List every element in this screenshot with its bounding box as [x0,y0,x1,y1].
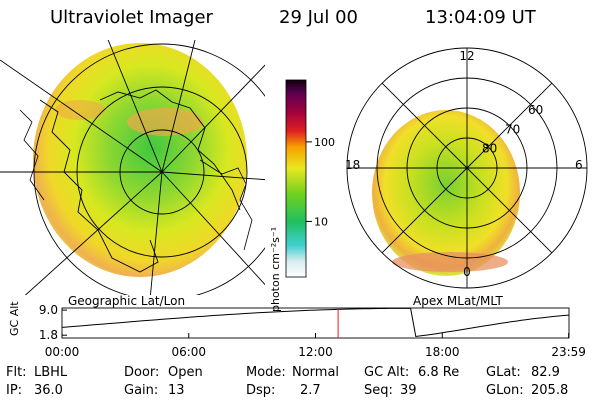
mode-value: Normal [292,365,340,380]
altitude-x-tick-label: 18:00 [425,345,460,359]
filter-value: LBHL [34,365,68,380]
glat-value: 82.9 [531,365,560,380]
meridian [150,171,163,295]
gc-alt-value: 6.8 Re [418,365,460,380]
altitude-plot: 9.0 1.8 00:00 06:00 12:00 18:00 23:59 GC Alt [8,301,586,359]
gain-value: 13 [168,383,185,398]
dsp-label: Dsp: [246,383,276,398]
mlt-meridian [466,167,553,254]
meridian [161,171,265,181]
meridian [0,59,163,173]
mlt-polar-plot: 12 18 6 0 60 70 80 [345,47,588,289]
time-label: 13:04:09 UT [425,7,536,28]
ip-value: 36.0 [34,383,63,398]
glon-value: 205.8 [531,383,569,398]
mode-label: Mode: [246,365,286,380]
meridian [161,40,196,173]
door-label: Door: [124,365,160,380]
altitude-curve [61,307,570,338]
mlt-meridian [466,82,553,169]
filter-label: Flt: [6,365,27,380]
mlat-label: 80 [482,142,497,156]
mlat-label: 70 [505,122,520,136]
colorbar: 100 10 photon cm⁻²s⁻¹ [269,79,335,312]
mlat-label: 60 [528,103,543,117]
geographic-label: Geographic Lat/Lon [68,294,186,308]
coastline [39,99,159,273]
mlt-label-6: 6 [575,158,583,172]
mlt-label-12: 12 [459,49,474,63]
altitude-axis-label: GC Alt [8,301,21,336]
mlt-label-18: 18 [345,158,360,172]
altitude-y-tick-label: 1.8 [39,328,58,342]
coastline [19,109,45,201]
colorbar-tick-label: 10 [314,215,328,228]
altitude-x-tick-label: 12:00 [298,345,333,359]
colorbar-scale [285,79,307,278]
altitude-x-tick-label: 06:00 [171,345,206,359]
door-value: Open [168,365,203,380]
meridian [24,171,163,295]
geographic-image [0,40,265,295]
mlt-meridian [381,82,468,169]
instrument-title: Ultraviolet Imager [50,7,213,28]
mlt-label-0: 0 [463,265,471,279]
meridian [161,64,265,173]
magnetic-label: Apex MLat/MLT [413,294,503,308]
mlt-auroral-oval [372,110,520,276]
meridian [107,40,163,173]
geo-bright-patch [127,108,203,136]
meridian [161,171,265,286]
colorbar-unit-label: photon cm⁻²s⁻¹ [269,227,282,312]
dsp-value: 2.7 [300,383,321,398]
geo-auroral-oval [33,43,247,277]
geo-bright-patch [55,100,105,120]
glat-label: GLat: [486,365,521,380]
gain-label: Gain: [124,383,159,398]
mlt-meridian [381,167,468,254]
seq-value: 39 [400,383,417,398]
seq-label: Seq: [364,383,393,398]
glon-label: GLon: [486,383,524,398]
altitude-x-tick-label: 23:59 [551,345,586,359]
ip-label: IP: [6,383,23,398]
altitude-x-tick-label: 00:00 [45,345,80,359]
date-label: 29 Jul 00 [279,7,358,28]
altitude-y-tick-label: 9.0 [39,303,58,317]
colorbar-tick-label: 100 [314,136,335,149]
gc-alt-label: GC Alt: [364,365,410,380]
